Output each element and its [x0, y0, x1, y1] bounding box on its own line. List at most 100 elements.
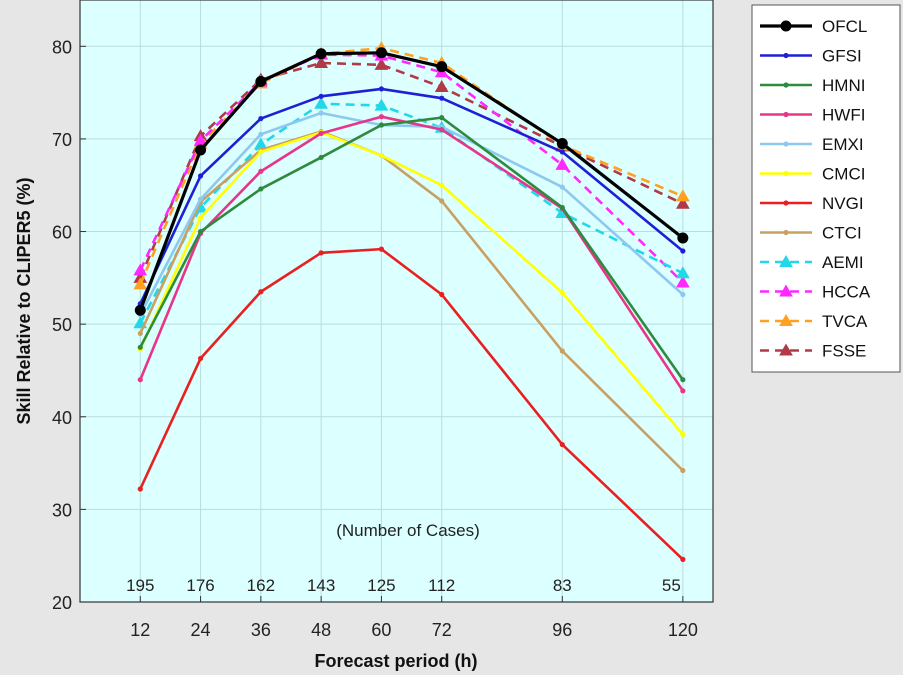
data-point [783, 111, 789, 118]
data-point [315, 48, 327, 60]
y-tick-label: 50 [52, 315, 72, 335]
series-line [139, 102, 684, 324]
data-point [779, 254, 793, 267]
x-tick-label: 72 [432, 620, 452, 640]
y-tick-label: 40 [52, 408, 72, 428]
data-point [374, 98, 389, 111]
case-count-label: 162 [247, 576, 275, 595]
data-point [314, 96, 329, 109]
data-point [556, 138, 568, 150]
series-nvgi [137, 246, 686, 562]
data-point [680, 431, 686, 437]
case-count-label: 195 [126, 576, 154, 595]
legend-entry-ctci: CTCI [760, 224, 862, 243]
data-point [134, 304, 146, 316]
data-point [197, 173, 204, 179]
axis-ticks: 12 24 36 48 60 72 96 120 20 30 40 50 60 70 80 [52, 37, 698, 640]
legend-entry-emxi: EMXI [760, 135, 864, 154]
data-point [378, 114, 385, 120]
data-point [378, 122, 385, 128]
data-point [137, 330, 143, 337]
legend-entry-hwfi: HWFI [760, 106, 865, 125]
data-point [559, 149, 565, 155]
series-ofcl [134, 47, 689, 316]
data-point [555, 157, 570, 170]
data-point [197, 196, 204, 202]
y-tick-label: 30 [52, 500, 72, 520]
data-point [436, 61, 448, 73]
plot-area [80, 0, 713, 602]
data-point [779, 313, 793, 326]
series-line [138, 51, 684, 311]
data-point [780, 20, 792, 32]
legend-entry-tvca: TVCA [760, 312, 868, 331]
series-line [139, 111, 684, 316]
data-point [680, 291, 686, 298]
data-point [137, 344, 143, 350]
annotation-number-of-cases: (Number of Cases) [336, 521, 480, 540]
data-point [318, 93, 324, 99]
series-line [139, 87, 684, 305]
legend-label: HMNI [822, 76, 865, 95]
y-tick-label: 20 [52, 593, 72, 613]
data-point [559, 441, 565, 448]
legend-label: HCCA [822, 283, 871, 302]
data-point [779, 284, 793, 297]
data-point [197, 228, 204, 235]
data-point [439, 291, 445, 298]
legend-label: CMCI [822, 165, 865, 184]
data-point [318, 154, 324, 161]
legend-label: TVCA [822, 312, 868, 331]
data-point [559, 184, 565, 190]
legend-entry-nvgi: NVGI [760, 194, 864, 213]
data-point [559, 290, 565, 296]
legend-entry-gfsi: GFSI [760, 47, 862, 66]
legend-label: EMXI [822, 135, 864, 154]
data-point [783, 200, 789, 206]
y-axis-title: Skill Relative to CLIPER5 (%) [14, 177, 34, 424]
data-point [783, 141, 789, 147]
data-point [133, 263, 148, 276]
data-point [675, 189, 690, 202]
data-point [258, 186, 264, 192]
data-point [137, 486, 143, 492]
data-point [439, 95, 445, 101]
data-point [680, 248, 686, 254]
series-line [139, 116, 684, 381]
data-point [680, 377, 686, 383]
x-tick-label: 96 [552, 620, 572, 640]
legend-label: OFCL [822, 17, 867, 36]
data-point [258, 289, 264, 295]
data-point [680, 467, 686, 474]
legend-label: CTCI [822, 224, 862, 243]
series-lines [133, 41, 690, 562]
data-point [675, 266, 690, 279]
case-count-label: 176 [186, 576, 214, 595]
legend-label: HWFI [822, 106, 865, 125]
legend-entry-fsse: FSSE [760, 342, 866, 361]
plot-border [79, 0, 714, 603]
series-line [139, 247, 684, 561]
data-point [680, 556, 686, 562]
data-point [258, 149, 264, 155]
data-point [779, 343, 793, 356]
data-point [675, 196, 690, 209]
data-point [375, 47, 387, 59]
data-point [439, 198, 445, 204]
data-point [434, 80, 449, 93]
data-point [258, 115, 264, 122]
data-point [783, 52, 789, 59]
legend-entry-hmni: HMNI [760, 76, 865, 95]
data-point [133, 277, 148, 290]
data-point [677, 232, 689, 244]
legend-label: AEMI [822, 253, 864, 272]
legend-box [751, 4, 901, 373]
data-point [439, 127, 445, 133]
x-tick-label: 120 [668, 620, 698, 640]
data-point [318, 110, 324, 116]
data-point [258, 168, 264, 174]
data-point [314, 55, 329, 68]
data-point [374, 57, 389, 70]
series-line [139, 61, 684, 279]
